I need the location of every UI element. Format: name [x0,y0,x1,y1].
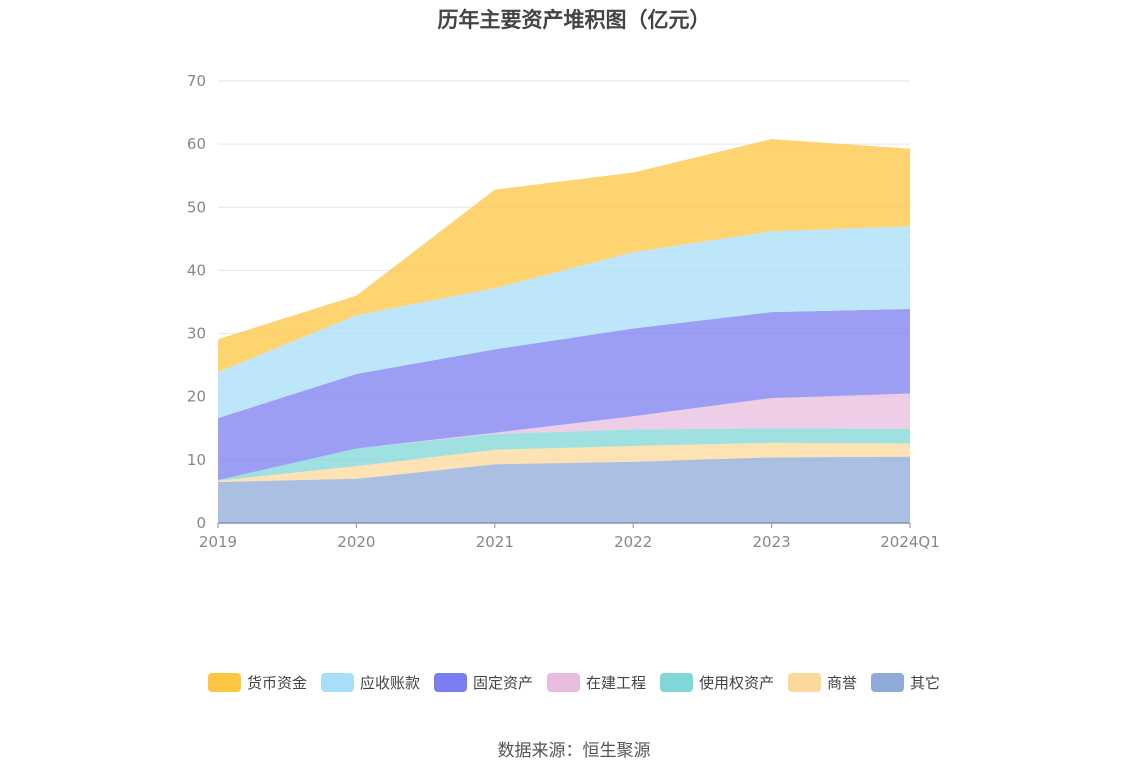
legend-label: 应收账款 [359,674,420,692]
area-series-货币资金 [218,139,910,373]
legend-swatch [546,673,580,692]
x-tick-label: 2021 [476,533,514,551]
area-series-其它 [218,456,910,523]
legend-swatch [433,673,467,692]
data-source-note: 数据来源：恒生聚源 [497,741,651,761]
legend-label: 使用权资产 [699,674,775,692]
legend-item[interactable]: 使用权资产 [660,672,774,693]
legend-label: 其它 [910,674,941,692]
area-series-应收账款 [218,226,910,419]
legend-swatch [660,673,693,692]
legend-item[interactable]: 在建工程 [546,672,646,693]
legend-label: 在建工程 [585,674,646,692]
y-tick-label: 70 [187,72,206,90]
x-tick-label: 2019 [199,533,237,551]
legend-item[interactable]: 应收账款 [320,672,420,693]
legend-item[interactable]: 固定资产 [433,672,533,693]
x-tick-label: 2022 [614,533,652,551]
legend-item[interactable]: 其它 [871,672,940,693]
chart-title: 历年主要资产堆积图（亿元） [437,8,711,32]
legend-item[interactable]: 货币资金 [207,672,307,693]
area-series-商誉 [218,442,910,482]
legend-label: 商誉 [827,674,858,692]
legend-label: 固定资产 [472,674,533,692]
y-tick-label: 60 [187,135,206,153]
x-tick-label: 2024Q1 [880,533,940,551]
area-series-使用权资产 [218,428,910,481]
y-tick-label: 0 [196,514,206,532]
y-tick-label: 20 [187,388,206,406]
y-tick-label: 10 [187,451,206,469]
legend-swatch [871,673,905,692]
stacked-area-chart: 0 10 20 30 40 50 60 70 2019 2020 2021 2022 2023 2024Q… [187,72,940,551]
legend-item[interactable]: 商誉 [788,672,857,693]
legend-swatch [788,673,822,692]
x-tick-label: 2023 [753,533,791,551]
area-series-在建工程 [218,393,910,481]
y-tick-label: 30 [187,325,206,343]
chart-legend: 货币资金 应收账款 固定资产 在建工程 使用权资产 商誉 其它 [0,672,1148,693]
area-series-固定资产 [218,308,910,481]
y-tick-label: 50 [187,198,206,216]
x-tick-label: 2020 [337,533,375,551]
y-tick-label: 40 [187,261,206,279]
legend-swatch [207,673,241,692]
legend-label: 货币资金 [246,674,307,692]
legend-swatch [320,673,354,692]
